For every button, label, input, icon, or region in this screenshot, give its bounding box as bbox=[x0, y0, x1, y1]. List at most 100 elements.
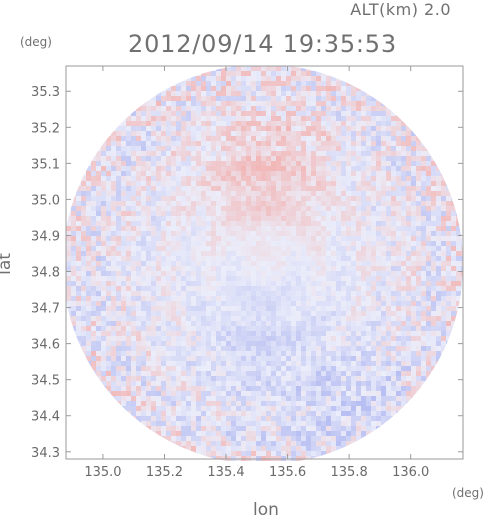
field-cell bbox=[266, 101, 271, 106]
field-cell bbox=[156, 311, 161, 316]
field-cell bbox=[311, 401, 316, 406]
field-cell bbox=[236, 366, 241, 371]
field-cell bbox=[201, 136, 206, 141]
field-cell bbox=[166, 146, 171, 151]
field-cell bbox=[421, 356, 426, 361]
field-cell bbox=[156, 246, 161, 251]
field-cell bbox=[291, 311, 296, 316]
field-cell bbox=[361, 161, 366, 166]
field-cell bbox=[436, 351, 441, 356]
field-cell bbox=[381, 391, 386, 396]
field-cell bbox=[406, 121, 411, 126]
field-cell bbox=[441, 241, 446, 246]
field-cell bbox=[156, 196, 161, 201]
field-cell bbox=[251, 271, 256, 276]
field-cell bbox=[381, 111, 386, 116]
field-cell bbox=[106, 246, 111, 251]
field-cell bbox=[96, 221, 101, 226]
field-cell bbox=[451, 321, 456, 326]
field-cell bbox=[226, 121, 231, 126]
field-cell bbox=[371, 146, 376, 151]
field-cell bbox=[156, 146, 161, 151]
field-cell bbox=[241, 226, 246, 231]
field-cell bbox=[281, 126, 286, 131]
field-cell bbox=[261, 276, 266, 281]
field-cell bbox=[131, 351, 136, 356]
field-cell bbox=[266, 331, 271, 336]
field-cell bbox=[211, 216, 216, 221]
field-cell bbox=[341, 371, 346, 376]
field-cell bbox=[141, 336, 146, 341]
field-cell bbox=[286, 271, 291, 276]
field-cell bbox=[291, 161, 296, 166]
field-cell bbox=[186, 156, 191, 161]
field-cell bbox=[346, 291, 351, 296]
field-cell bbox=[171, 306, 176, 311]
field-cell bbox=[416, 296, 421, 301]
field-cell bbox=[371, 156, 376, 161]
field-cell bbox=[206, 371, 211, 376]
field-cell bbox=[241, 421, 246, 426]
field-cell bbox=[391, 276, 396, 281]
field-cell bbox=[176, 196, 181, 201]
y-axis-unit: (deg) bbox=[20, 35, 52, 49]
field-cell bbox=[151, 136, 156, 141]
field-cell bbox=[186, 346, 191, 351]
field-cell bbox=[381, 186, 386, 191]
field-cell bbox=[146, 251, 151, 256]
field-cell bbox=[141, 221, 146, 226]
field-cell bbox=[136, 326, 141, 331]
field-cell bbox=[181, 311, 186, 316]
field-cell bbox=[161, 131, 166, 136]
field-cell bbox=[106, 341, 111, 346]
field-cell bbox=[141, 161, 146, 166]
field-cell bbox=[351, 156, 356, 161]
field-cell bbox=[126, 326, 131, 331]
field-cell bbox=[366, 191, 371, 196]
field-cell bbox=[271, 171, 276, 176]
field-cell bbox=[226, 66, 231, 71]
field-cell bbox=[106, 151, 111, 156]
field-cell bbox=[306, 141, 311, 146]
field-cell bbox=[146, 366, 151, 371]
field-cell bbox=[176, 131, 181, 136]
field-cell bbox=[326, 316, 331, 321]
field-cell bbox=[96, 226, 101, 231]
field-cell bbox=[421, 291, 426, 296]
field-cell bbox=[396, 246, 401, 251]
field-cell bbox=[141, 326, 146, 331]
field-cell bbox=[321, 196, 326, 201]
field-cell bbox=[281, 111, 286, 116]
field-cell bbox=[436, 331, 441, 336]
field-cell bbox=[371, 121, 376, 126]
field-cell bbox=[356, 336, 361, 341]
field-cell bbox=[361, 151, 366, 156]
field-cell bbox=[221, 96, 226, 101]
field-cell bbox=[411, 251, 416, 256]
field-cell bbox=[421, 261, 426, 266]
field-cell bbox=[171, 176, 176, 181]
field-cell bbox=[351, 111, 356, 116]
field-cell bbox=[161, 376, 166, 381]
field-cell bbox=[361, 416, 366, 421]
field-cell bbox=[246, 281, 251, 286]
field-cell bbox=[316, 431, 321, 436]
field-cell bbox=[141, 241, 146, 246]
field-cell bbox=[136, 151, 141, 156]
field-cell bbox=[341, 231, 346, 236]
field-cell bbox=[236, 236, 241, 241]
field-cell bbox=[351, 166, 356, 171]
field-cell bbox=[296, 281, 301, 286]
field-cell bbox=[411, 326, 416, 331]
field-cell bbox=[346, 361, 351, 366]
field-cell bbox=[351, 96, 356, 101]
field-cell bbox=[231, 326, 236, 331]
field-cell bbox=[391, 131, 396, 136]
field-cell bbox=[441, 256, 446, 261]
field-cell bbox=[136, 391, 141, 396]
field-cell bbox=[451, 261, 456, 266]
field-cell bbox=[191, 166, 196, 171]
field-cell bbox=[341, 171, 346, 176]
field-cell bbox=[151, 306, 156, 311]
field-cell bbox=[86, 281, 91, 286]
